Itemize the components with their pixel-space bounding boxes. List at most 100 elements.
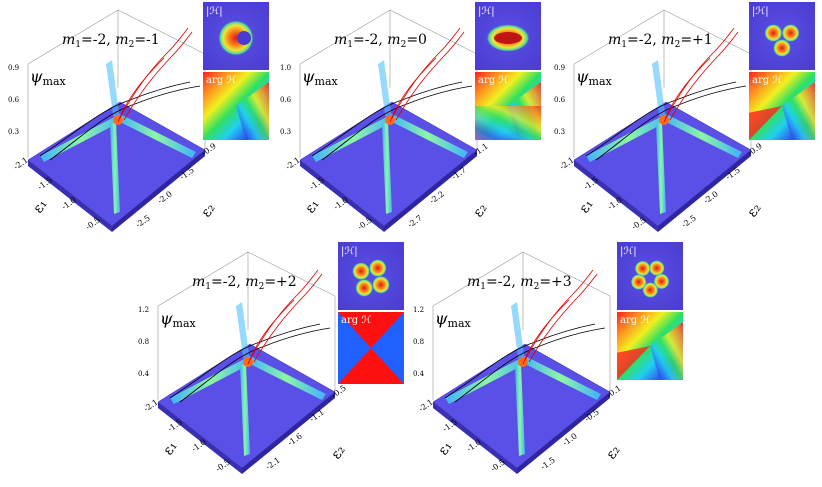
ridge-right (662, 114, 742, 158)
title-m1-sub: 1 (621, 40, 627, 50)
ridge-right (521, 356, 601, 400)
title-m1: m (334, 32, 347, 48)
abs-inset-label: |ℋ| (341, 246, 358, 257)
lobe (653, 273, 670, 290)
lobe (642, 281, 659, 298)
lobe (773, 39, 791, 57)
z-tick-label: 0.9 (8, 64, 19, 72)
psi-max-label: ψmax (435, 309, 472, 330)
surface-right-wall (658, 150, 751, 232)
ridge-center (518, 357, 528, 367)
psi-sub: max (589, 75, 613, 88)
frame-edge (157, 251, 336, 400)
curve-black-2 (321, 85, 473, 161)
title-text: m1=-2, m2=+3 (467, 274, 572, 292)
psi-symbol: ψ (302, 67, 315, 86)
panel-p4: m1=-2, m2=+2ψmax1.20.80.4-2.1-1.5-1.0-0.… (138, 242, 404, 474)
ridge-front (656, 122, 666, 214)
psi-max-label: ψmax (302, 67, 339, 88)
y-tick-label: -0.9 (746, 141, 764, 157)
y-axis-label: ε₂ (603, 443, 623, 463)
curve-black-2 (595, 85, 747, 161)
ridge-front (382, 122, 392, 214)
title-text: m1=-2, m2=0 (334, 32, 427, 50)
insets: |ℋ| arg ℋ (749, 2, 815, 140)
x-axis-label: ε₁ (160, 439, 180, 459)
curve-black-1 (585, 81, 737, 157)
curve-black-1 (311, 81, 463, 157)
arg-split (475, 106, 541, 140)
lobe (630, 274, 647, 291)
title-m2: m (245, 274, 258, 290)
curve-black-2 (49, 85, 201, 161)
psi-sub: max (448, 317, 472, 330)
arg-sector (650, 322, 683, 380)
title-m2-val: =-1 (134, 32, 159, 48)
frame-edge (27, 9, 206, 158)
ridge-left (586, 114, 670, 162)
curve-red-1 (665, 27, 735, 119)
arg-inset-label: arg ℋ (478, 75, 508, 86)
curve-black-2 (454, 327, 606, 403)
ridge-front (240, 364, 250, 456)
title-m1-sub: 1 (347, 40, 353, 50)
psi-sub: max (315, 75, 339, 88)
ridge-right (246, 356, 326, 400)
ridge-left (312, 114, 396, 162)
title-m1-sub: 1 (75, 40, 81, 50)
frame-edge (573, 9, 752, 158)
arg-sector (236, 82, 269, 140)
abs-inset-label: |ℋ| (752, 6, 769, 17)
x-tick-label: -2.1 (417, 397, 435, 413)
title-m2-val: =+1 (680, 32, 712, 48)
title-m2: m (661, 32, 674, 48)
curve-black-1 (39, 81, 191, 157)
ridge-center (243, 357, 253, 367)
ridge-left (40, 114, 124, 162)
surface-front-wall (300, 160, 384, 232)
plot-frame (157, 251, 336, 400)
y-tick-label: -2.7 (406, 213, 424, 229)
plot-frame (573, 9, 752, 158)
arg-sector (782, 82, 815, 140)
curve-red-1 (391, 27, 461, 119)
y-tick-label: -2.5 (134, 213, 152, 229)
surface-front-wall (574, 160, 658, 232)
curve-red-3 (522, 299, 570, 365)
title-m1: m (192, 274, 205, 290)
y-tick-label: -2.1 (264, 455, 282, 471)
title-m2-sub: 2 (534, 282, 540, 292)
curve-red-2 (395, 31, 465, 121)
title-m1-val: =-2, (211, 274, 245, 290)
abs-inset (617, 242, 683, 310)
surface-right-wall (517, 392, 610, 474)
ridge-back (511, 302, 525, 364)
x-tick-label: -2.1 (142, 397, 160, 413)
surface-front-wall (28, 160, 112, 232)
z-tick-label: 1.2 (413, 306, 424, 314)
psi-symbol: ψ (30, 67, 43, 86)
frame-edge (432, 251, 611, 400)
panel-p1: m1=-2, m2=-1ψmax0.90.60.3-2.1-1.5-1.0-0.… (8, 2, 269, 232)
panel-title: m1=-2, m2=+3 (467, 274, 572, 292)
title-text: m1=-2, m2=+2 (192, 274, 297, 292)
ridge-left (170, 356, 254, 404)
title-m1-val: =-2, (81, 32, 115, 48)
z-tick-label: 1.2 (138, 306, 149, 314)
curve-black-1 (444, 323, 596, 399)
ridge-right (116, 114, 196, 158)
y-tick-label: -1.1 (472, 141, 490, 157)
title-m2-sub: 2 (129, 40, 135, 50)
abs-inset-label: |ℋ| (620, 246, 637, 257)
lobe-hole (237, 31, 251, 45)
psi-max-label: ψmax (576, 67, 613, 88)
curves (169, 269, 331, 403)
x-axis-label: ε₁ (302, 197, 322, 217)
abs-inset-label: |ℋ| (206, 6, 223, 17)
panel-p2: m1=-2, m2=0ψmax1.00.60.3-2.1-1.5-1.0-0.5… (280, 2, 541, 232)
plot-frame (432, 251, 611, 400)
curve-black-2 (179, 327, 331, 403)
psi-symbol: ψ (435, 309, 448, 328)
frame-edge (299, 9, 478, 158)
